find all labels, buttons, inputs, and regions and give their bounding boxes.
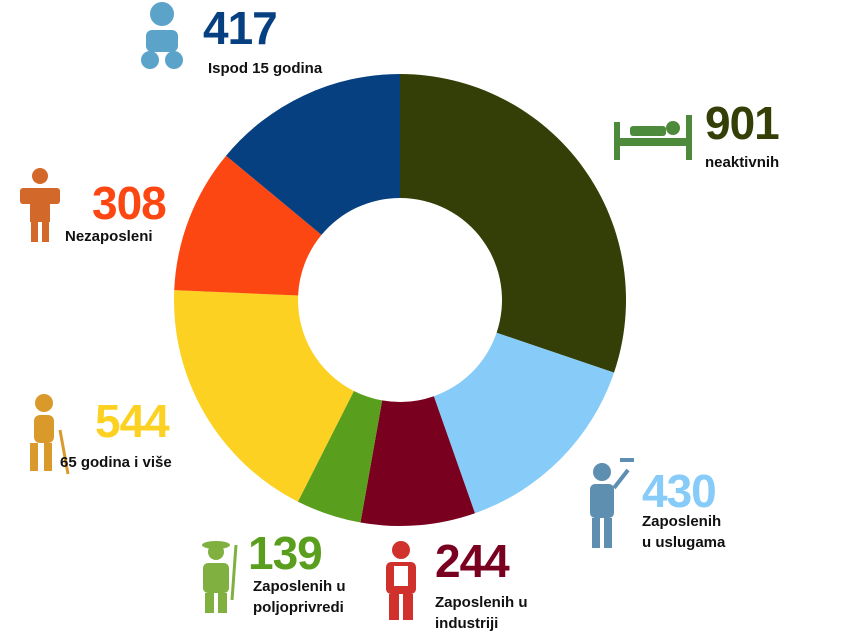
donut-segment [174,155,322,296]
icon-worker-unemployed [20,168,60,242]
value-label: 430 [642,465,717,517]
donut-segment [400,74,626,373]
icon-industry-worker [386,541,416,620]
category-label: Zaposlenih u poljoprivredi [253,578,346,616]
icon-farmer [202,541,238,613]
value-label: 417 [203,2,278,54]
value-label: 139 [248,527,323,579]
donut-segment [226,74,400,235]
value-label: 901 [705,97,780,149]
icon-baby [141,2,183,69]
category-label: Zaposlenih u uslugama [642,513,726,551]
icon-bed [614,115,692,160]
category-label: neaktivnih [705,154,780,171]
value-label: 244 [435,535,510,587]
category-label: Nezaposleni [65,228,153,245]
icon-elderly [30,394,70,475]
category-label: Zaposlenih u industriji [435,594,528,632]
value-label: 308 [92,177,167,229]
donut-segment [174,290,354,502]
donut-segment [297,391,383,523]
category-label: 65 godina i više [60,454,172,471]
category-label: Ispod 15 godina [208,60,323,77]
icon-service-worker [590,458,634,548]
donut-segment [433,332,615,514]
donut-segment [360,396,475,526]
value-label: 544 [95,395,170,447]
